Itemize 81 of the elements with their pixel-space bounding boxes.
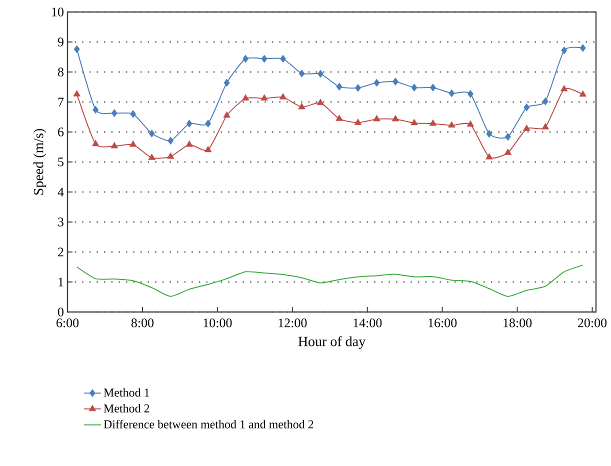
x-axis-title: Hour of day [298, 336, 366, 350]
point [542, 123, 550, 130]
point [166, 152, 174, 159]
point [336, 114, 343, 121]
point [130, 110, 136, 118]
point [336, 82, 342, 91]
point [204, 146, 212, 152]
point [542, 97, 548, 106]
point [486, 130, 492, 138]
point [318, 70, 324, 78]
point [316, 98, 324, 106]
point [223, 111, 230, 118]
point [561, 46, 568, 54]
point [298, 70, 305, 78]
x-tick-label: 14:00 [354, 318, 382, 328]
point [392, 78, 398, 86]
legend-label: Method 2 [104, 404, 150, 412]
point [242, 54, 249, 63]
legend-label: Method 1 [104, 388, 150, 397]
point [560, 84, 568, 92]
point [580, 44, 586, 52]
point [466, 120, 474, 127]
point [504, 148, 512, 155]
point [92, 106, 99, 114]
y-axis-title: Speed (m/s) [33, 128, 46, 195]
point [523, 124, 530, 131]
y-tick-label: 1 [58, 278, 64, 286]
line-series [76, 264, 584, 297]
point [354, 84, 361, 92]
point [410, 118, 418, 126]
point [279, 93, 287, 100]
point [110, 142, 118, 148]
point [260, 94, 268, 101]
point [186, 140, 193, 147]
point [392, 114, 400, 122]
point [280, 54, 286, 63]
point [486, 153, 493, 160]
y-tick-label: 7 [58, 98, 64, 106]
y-tick-label: 5 [58, 158, 64, 166]
point [242, 94, 250, 101]
point [411, 84, 418, 92]
x-tick-label: 20:00 [578, 318, 607, 328]
point [374, 78, 380, 87]
point [504, 132, 511, 141]
point [261, 54, 268, 63]
point [74, 45, 80, 54]
point [429, 119, 437, 126]
y-tick-label: 6 [58, 128, 64, 136]
point [224, 78, 230, 87]
point [168, 136, 174, 145]
point [448, 89, 455, 98]
point [148, 154, 156, 160]
y-tick-label: 0 [58, 308, 64, 316]
point [186, 120, 192, 128]
point [148, 130, 155, 138]
point [205, 120, 212, 128]
point [73, 90, 80, 96]
legend-label: Difference between method 1 and method 2 [104, 420, 314, 428]
point [373, 114, 380, 122]
point [524, 103, 530, 112]
y-tick-label: 4 [58, 188, 64, 196]
x-tick-label: 6:00 [56, 318, 79, 328]
point [298, 102, 306, 110]
x-tick-label: 12:00 [278, 318, 307, 328]
point [579, 90, 586, 97]
y-tick-label: 9 [58, 38, 64, 46]
y-tick-label: 10 [52, 8, 64, 16]
y-tick-label: 2 [58, 248, 64, 256]
point [129, 140, 137, 147]
point [111, 109, 118, 118]
point [467, 90, 474, 98]
x-tick-label: 16:00 [428, 318, 457, 328]
point [92, 140, 100, 146]
point [448, 121, 456, 128]
y-tick-label: 8 [58, 68, 64, 76]
x-tick-label: 8:00 [131, 318, 154, 328]
point [430, 84, 436, 92]
x-tick-label: 18:00 [504, 318, 532, 328]
y-tick-label: 3 [58, 218, 64, 226]
point [354, 118, 362, 125]
x-tick-label: 10:00 [204, 318, 232, 328]
